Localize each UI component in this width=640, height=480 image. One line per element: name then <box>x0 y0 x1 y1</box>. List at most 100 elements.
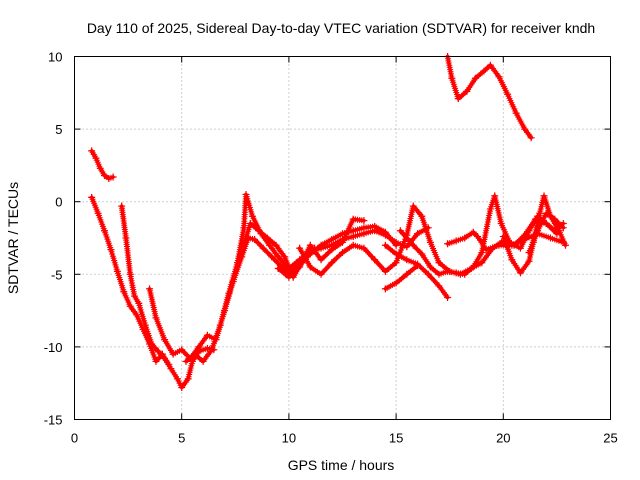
series-arc-3 <box>118 202 218 392</box>
y-tick-label: -15 <box>44 413 63 428</box>
y-axis-label: SDTVAR / TECUs <box>5 182 21 294</box>
data-point <box>474 233 482 241</box>
data-point <box>317 241 325 249</box>
data-point <box>203 331 211 339</box>
y-tick-label: 5 <box>55 122 62 137</box>
data-point <box>435 270 443 278</box>
series-arc-6 <box>238 219 400 281</box>
data-point <box>392 279 400 287</box>
chart-title: Day 110 of 2025, Sidereal Day-to-day VTE… <box>87 20 595 36</box>
data-point <box>525 257 533 265</box>
series-arc-2 <box>88 193 173 368</box>
data-point <box>113 267 121 275</box>
data-point <box>536 209 544 217</box>
data-point <box>381 285 389 293</box>
data-point <box>199 357 207 365</box>
data-point <box>141 321 149 329</box>
data-point <box>534 227 542 235</box>
data-point <box>242 190 250 198</box>
data-point <box>418 212 426 220</box>
data-point <box>182 357 190 365</box>
x-tick-label: 0 <box>71 431 78 446</box>
data-point <box>306 263 314 271</box>
data-point <box>452 237 460 245</box>
data-point <box>328 235 336 243</box>
series-arc-4 <box>146 234 319 363</box>
data-point <box>360 224 368 232</box>
data-point <box>516 244 524 252</box>
data-point <box>94 209 102 217</box>
data-point <box>495 73 503 81</box>
data-point <box>169 350 177 358</box>
data-point <box>561 241 569 249</box>
series-markers <box>183 191 430 365</box>
grid-lines <box>74 56 611 420</box>
data-point <box>96 164 104 172</box>
series-arc-15 <box>525 209 567 257</box>
data-point <box>101 227 109 235</box>
data-point <box>409 241 417 249</box>
data-point <box>444 294 452 302</box>
data-point <box>491 192 499 200</box>
series-line <box>147 236 317 361</box>
data-point <box>482 246 490 254</box>
data-point <box>461 270 469 278</box>
data-point <box>360 217 368 225</box>
data-point <box>328 246 336 254</box>
data-point <box>409 202 417 210</box>
y-tick-label: 0 <box>55 195 62 210</box>
data-point <box>360 244 368 252</box>
data-point <box>371 222 379 230</box>
data-point <box>497 219 505 227</box>
data-point <box>469 228 477 236</box>
data-point <box>540 192 548 200</box>
data-point <box>551 215 559 223</box>
data-point <box>225 289 233 297</box>
data-point <box>296 244 304 252</box>
series-markers <box>146 235 316 362</box>
axis-ticks: 0 5 10 15 20 25 -15 -10 -5 0 5 10 <box>44 50 618 446</box>
data-point <box>508 256 516 264</box>
data-point <box>120 288 128 296</box>
x-axis-label: GPS time / hours <box>288 457 395 473</box>
data-point <box>306 241 314 249</box>
data-point <box>414 230 422 238</box>
data-point <box>105 174 113 182</box>
series-arc-7 <box>274 215 368 281</box>
data-point <box>126 302 134 310</box>
data-point <box>148 340 156 348</box>
y-tick-label: 10 <box>48 50 62 65</box>
x-tick-label: 20 <box>496 431 510 446</box>
data-point <box>435 282 443 290</box>
data-point <box>285 273 293 281</box>
data-point <box>233 259 241 267</box>
data-point <box>448 74 456 82</box>
data-point <box>135 299 143 307</box>
data-point <box>542 209 550 217</box>
data-point <box>238 249 246 257</box>
data-point <box>161 355 169 363</box>
data-point <box>512 109 520 117</box>
x-tick-label: 5 <box>178 431 185 446</box>
data-point <box>266 241 274 249</box>
data-point <box>418 250 426 258</box>
series-layer <box>88 53 569 392</box>
data-point <box>178 346 186 354</box>
data-point <box>426 263 434 271</box>
data-point <box>414 262 422 270</box>
series-line <box>184 192 431 364</box>
data-point <box>167 365 175 373</box>
data-point <box>349 241 357 249</box>
data-point <box>403 270 411 278</box>
data-point <box>122 234 130 242</box>
data-point <box>521 125 529 133</box>
data-point <box>452 269 460 277</box>
data-point <box>435 259 443 267</box>
data-point <box>525 227 533 235</box>
data-point <box>146 285 154 293</box>
data-point <box>392 250 400 258</box>
data-point <box>208 346 216 354</box>
y-tick-label: -5 <box>51 267 63 282</box>
data-point <box>463 87 471 95</box>
